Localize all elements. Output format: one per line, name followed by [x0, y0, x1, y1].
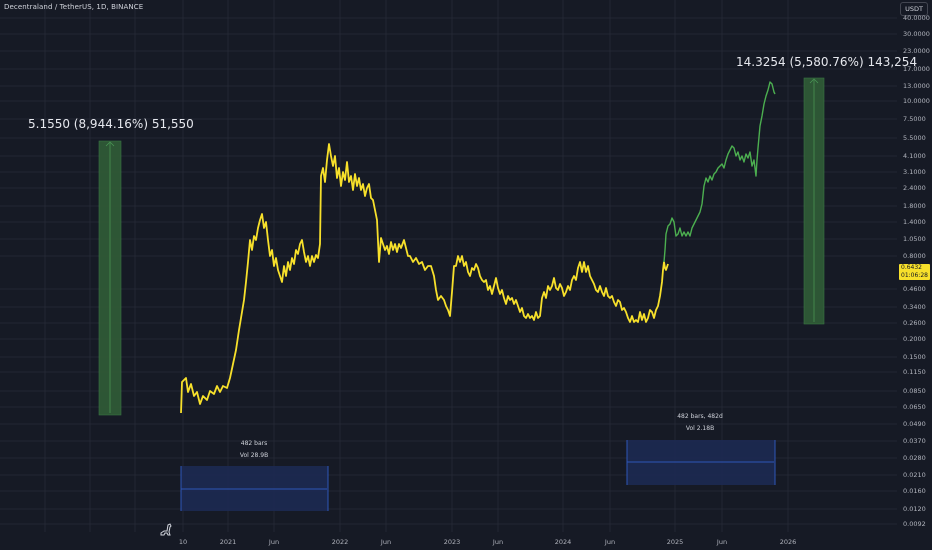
- price-tick-label: 1.0500: [903, 235, 926, 243]
- left-range-volume: Vol 28.9B: [239, 452, 269, 459]
- left-measure-label: 5.1550 (8,944.16%) 51,550: [28, 117, 194, 131]
- price-tick-label: 1.8000: [903, 202, 926, 210]
- price-tick-label: 0.0650: [903, 403, 926, 411]
- price-tick-label: 0.0370: [903, 437, 926, 445]
- price-tick-label: 0.8000: [903, 252, 926, 260]
- price-tick-label: 40.0000: [903, 14, 930, 22]
- price-tick-label: 23.0000: [903, 47, 930, 55]
- right-range-label: 482 bars, 482d Vol 2.18B: [677, 411, 723, 435]
- price-tick-label: 0.2600: [903, 319, 926, 327]
- time-tick-label: Jun: [492, 538, 504, 546]
- time-tick-label: Jun: [268, 538, 280, 546]
- price-tick-label: 0.0092: [903, 520, 926, 528]
- price-tick-label: 17.0000: [903, 65, 930, 73]
- price-tick-label: 4.1000: [903, 152, 926, 160]
- price-tick-label: 0.4600: [903, 285, 926, 293]
- price-tick-label: 2.4000: [903, 184, 926, 192]
- time-tick-label: Jun: [380, 538, 392, 546]
- price-tick-label: 0.0210: [903, 471, 926, 479]
- price-tick-label: 0.0280: [903, 454, 926, 462]
- right-measure-arrowhead: [809, 78, 819, 84]
- time-tick-label: 2026: [779, 538, 797, 546]
- time-tick-label: 2022: [331, 538, 349, 546]
- tradingview-logo-icon[interactable]: [158, 521, 174, 537]
- price-tick-label: 13.0000: [903, 82, 930, 90]
- time-tick-label: 2021: [219, 538, 237, 546]
- price-tick-label: 0.3400: [903, 303, 926, 311]
- left-range-bars: 482 bars: [240, 440, 268, 447]
- price-tick-label: 0.2000: [903, 335, 926, 343]
- price-tick-label: 10.0000: [903, 97, 930, 105]
- time-tick-label: 10: [178, 538, 188, 546]
- price-tick-label: 7.5000: [903, 115, 926, 123]
- price-line-projection: [663, 81, 776, 263]
- left-range-label: 482 bars Vol 28.9B: [240, 438, 268, 462]
- left-measure-arrowhead: [105, 141, 115, 147]
- last-price-tag: 0.6432 01:06:28: [899, 264, 930, 280]
- price-tick-label: 0.0160: [903, 487, 926, 495]
- currency-button[interactable]: USDT: [900, 2, 928, 16]
- time-tick-label: Jun: [716, 538, 728, 546]
- symbol-title[interactable]: Decentraland / TetherUS, 1D, BINANCE: [4, 3, 144, 11]
- time-tick-label: 2025: [666, 538, 684, 546]
- price-tick-label: 0.0490: [903, 420, 926, 428]
- price-tick-label: 0.1150: [903, 368, 926, 376]
- price-line-history: [180, 143, 669, 414]
- price-tick-label: 30.0000: [903, 30, 930, 38]
- time-tick-label: 2023: [443, 538, 461, 546]
- price-tick-label: 1.4000: [903, 218, 926, 226]
- price-tick-label: 0.0850: [903, 387, 926, 395]
- time-tick-label: Jun: [604, 538, 616, 546]
- price-tick-label: 0.1500: [903, 353, 926, 361]
- bar-countdown: 01:06:28: [901, 271, 928, 279]
- price-tick-label: 0.0120: [903, 505, 926, 513]
- last-price-value: 0.6432: [901, 264, 922, 271]
- price-tick-label: 3.1000: [903, 168, 926, 176]
- right-range-volume: Vol 2.18B: [685, 425, 715, 432]
- time-tick-label: 2024: [554, 538, 572, 546]
- right-measure-label: 14.3254 (5,580.76%) 143,254: [736, 55, 918, 69]
- right-range-bars: 482 bars, 482d: [677, 413, 723, 420]
- price-tick-label: 5.5000: [903, 134, 926, 142]
